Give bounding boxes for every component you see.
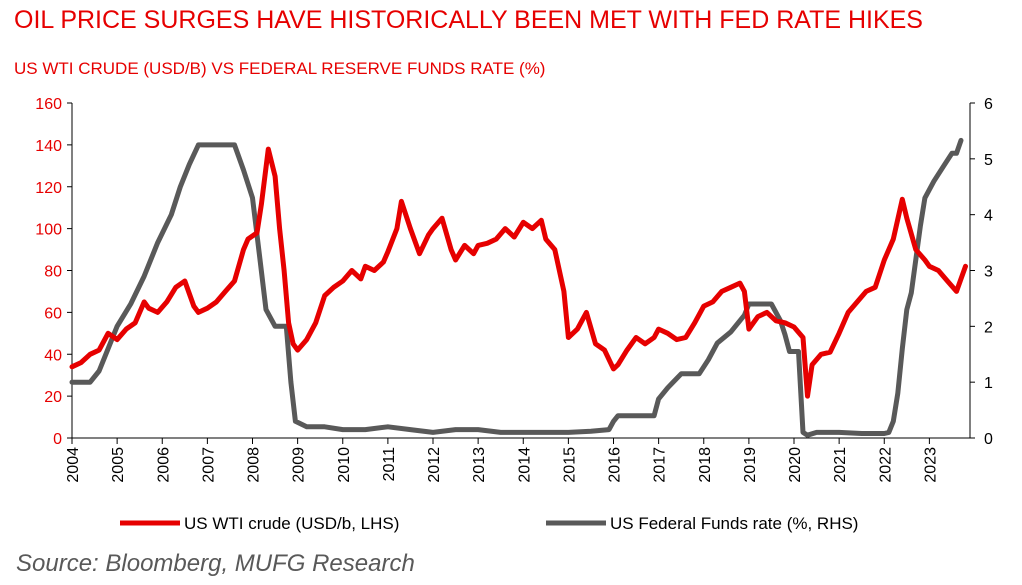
- y-left-tick-label: 20: [44, 389, 62, 406]
- x-tick-label: 2005: [110, 447, 127, 483]
- x-tick-label: 2012: [426, 447, 443, 483]
- legend-fed-label: US Federal Funds rate (%, RHS): [610, 514, 858, 533]
- y-left-tick-label: 100: [35, 222, 62, 239]
- y-left-tick-label: 120: [35, 180, 62, 197]
- y-right-tick-label: 2: [984, 319, 993, 336]
- legend-wti-label: US WTI crude (USD/b, LHS): [184, 514, 399, 533]
- x-tick-label: 2013: [471, 447, 488, 483]
- x-tick-label: 2021: [832, 447, 849, 483]
- y-right-tick-label: 4: [984, 208, 993, 225]
- x-tick-label: 2023: [922, 447, 939, 483]
- y-left-tick-label: 140: [35, 138, 62, 155]
- x-tick-label: 2010: [336, 447, 353, 483]
- y-left-tick-label: 160: [35, 96, 62, 113]
- fed-funds-rate-line: [69, 137, 964, 438]
- wti-crude-line: [69, 146, 968, 399]
- x-tick-label: 2014: [516, 447, 533, 483]
- chart-subtitle: US WTI CRUDE (USD/B) VS FEDERAL RESERVE …: [14, 59, 546, 78]
- source-note: Source: Bloomberg, MUFG Research: [16, 550, 415, 577]
- x-tick-label: 2006: [155, 447, 172, 483]
- y-right-tick-label: 1: [984, 375, 993, 392]
- x-tick-label: 2022: [877, 447, 894, 483]
- x-tick-label: 2011: [381, 447, 398, 482]
- x-tick-label: 2008: [246, 447, 263, 483]
- x-tick-label: 2019: [742, 447, 759, 483]
- y-right-tick-label: 3: [984, 264, 993, 281]
- y-left-tick-label: 60: [44, 305, 62, 322]
- y-right-tick-label: 0: [984, 431, 993, 448]
- x-tick-label: 2016: [607, 447, 624, 483]
- y-left-tick-label: 80: [44, 264, 62, 281]
- y-right-tick-label: 5: [984, 152, 993, 169]
- x-tick-label: 2007: [200, 447, 217, 483]
- x-tick-label: 2015: [561, 447, 578, 483]
- y-left-tick-label: 40: [44, 347, 62, 364]
- x-tick-label: 2017: [652, 447, 669, 483]
- x-tick-label: 2018: [697, 447, 714, 483]
- x-tick-label: 2020: [787, 447, 804, 483]
- x-tick-label: 2009: [291, 447, 308, 483]
- y-left-tick-label: 0: [53, 431, 62, 448]
- y-right-tick-label: 6: [984, 96, 993, 113]
- x-tick-label: 2004: [65, 447, 82, 483]
- chart-title: OIL PRICE SURGES HAVE HISTORICALLY BEEN …: [14, 6, 923, 34]
